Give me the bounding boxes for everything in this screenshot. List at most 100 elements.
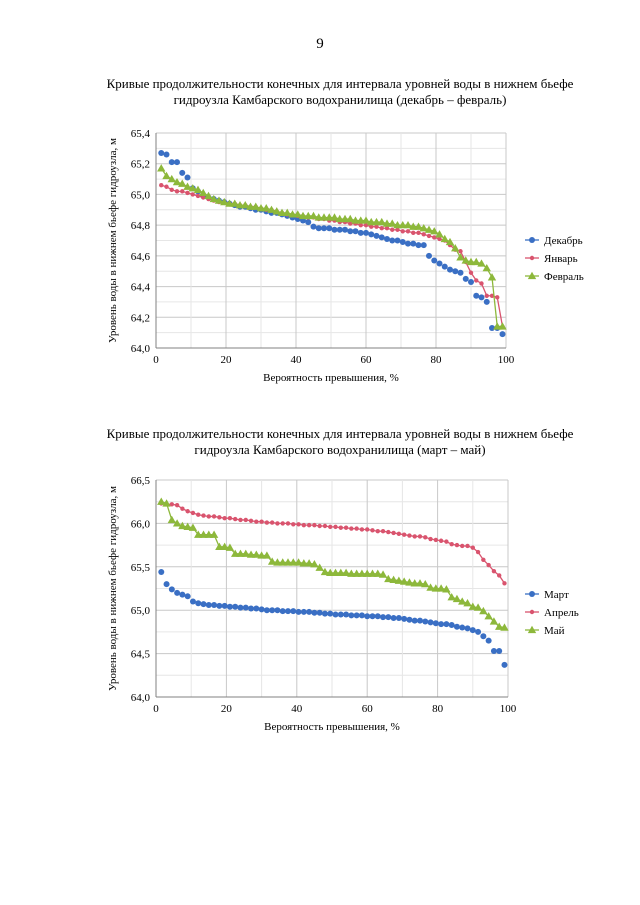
data-point	[489, 617, 499, 625]
data-point	[438, 621, 445, 628]
data-point	[347, 228, 354, 235]
data-point	[172, 519, 182, 527]
data-point	[411, 617, 418, 624]
data-point	[158, 149, 165, 156]
data-point	[168, 159, 175, 166]
data-point	[373, 569, 382, 577]
data-point	[380, 529, 386, 534]
data-point	[469, 627, 476, 634]
data-point	[395, 615, 402, 622]
data-point	[315, 225, 322, 232]
data-point	[305, 219, 312, 226]
data-point	[251, 202, 260, 210]
data-point	[315, 563, 324, 571]
data-point	[283, 208, 292, 217]
data-point	[227, 515, 233, 521]
data-point	[417, 534, 423, 539]
data-point	[259, 519, 264, 524]
data-point	[169, 187, 174, 193]
legend-item: Декабрь	[525, 235, 583, 247]
data-point	[445, 237, 455, 246]
data-point	[262, 551, 272, 559]
data-point	[478, 294, 485, 301]
data-point	[444, 539, 449, 544]
data-point	[486, 562, 491, 568]
grid	[155, 132, 507, 349]
data-point	[419, 224, 428, 232]
data-point	[233, 516, 238, 522]
data-point	[498, 322, 507, 330]
data-point	[460, 543, 465, 549]
data-point	[241, 549, 250, 557]
data-point	[484, 612, 493, 620]
data-point	[422, 618, 429, 625]
data-point	[164, 184, 169, 189]
data-point	[473, 603, 483, 611]
data-point	[433, 537, 439, 543]
data-point	[304, 559, 314, 567]
data-point	[423, 535, 428, 540]
data-point	[184, 593, 191, 600]
data-point	[475, 549, 481, 555]
data-point	[396, 531, 402, 537]
data-point	[427, 619, 434, 626]
data-point	[369, 224, 374, 229]
data-point	[352, 569, 361, 577]
data-point	[482, 263, 491, 272]
data-point	[407, 533, 412, 538]
data-point	[363, 569, 372, 577]
data-point	[321, 225, 327, 232]
x-tick-label: 20	[221, 703, 233, 715]
data-point	[269, 520, 275, 525]
data-point	[432, 235, 437, 240]
data-point	[275, 521, 280, 526]
data-point	[328, 524, 333, 530]
series-3	[157, 164, 507, 330]
data-point	[432, 620, 439, 627]
data-point	[405, 578, 414, 586]
data-point	[495, 622, 504, 630]
data-point	[200, 601, 207, 608]
x-tick-label: 100	[498, 354, 515, 366]
data-point	[178, 179, 187, 187]
data-point	[238, 517, 243, 523]
data-point	[180, 506, 185, 511]
data-point	[415, 242, 422, 249]
data-point	[440, 234, 449, 243]
data-point	[205, 601, 212, 608]
data-point	[201, 513, 206, 518]
data-point	[226, 603, 233, 610]
legend-item: Апрель	[525, 607, 579, 619]
data-point	[461, 256, 470, 264]
data-point	[209, 530, 219, 538]
data-point	[253, 605, 260, 612]
data-point	[389, 575, 398, 583]
data-point	[406, 616, 413, 623]
data-point	[278, 558, 287, 566]
data-point	[300, 608, 307, 615]
data-point	[452, 594, 462, 603]
data-point	[341, 568, 351, 577]
data-point	[495, 295, 500, 300]
data-point	[453, 623, 460, 630]
series-line	[160, 167, 503, 328]
y-tick-label: 64,0	[131, 692, 151, 704]
data-point	[357, 229, 364, 236]
data-point	[403, 220, 413, 229]
data-point	[216, 602, 223, 609]
data-point	[285, 521, 291, 526]
data-point	[316, 609, 323, 616]
y-axis-label: Уровень воды в нижнем бьефе гидроузла, м	[107, 486, 119, 691]
legend-item: Май	[525, 625, 565, 637]
data-point	[349, 526, 354, 531]
data-point	[185, 190, 190, 196]
data-point	[357, 569, 367, 577]
data-point	[230, 199, 239, 207]
data-point	[333, 524, 338, 530]
legend-label: Май	[544, 625, 565, 637]
data-point	[399, 577, 409, 585]
data-point	[174, 589, 181, 596]
data-point	[363, 229, 369, 236]
data-point	[438, 538, 444, 543]
data-point	[246, 550, 256, 558]
